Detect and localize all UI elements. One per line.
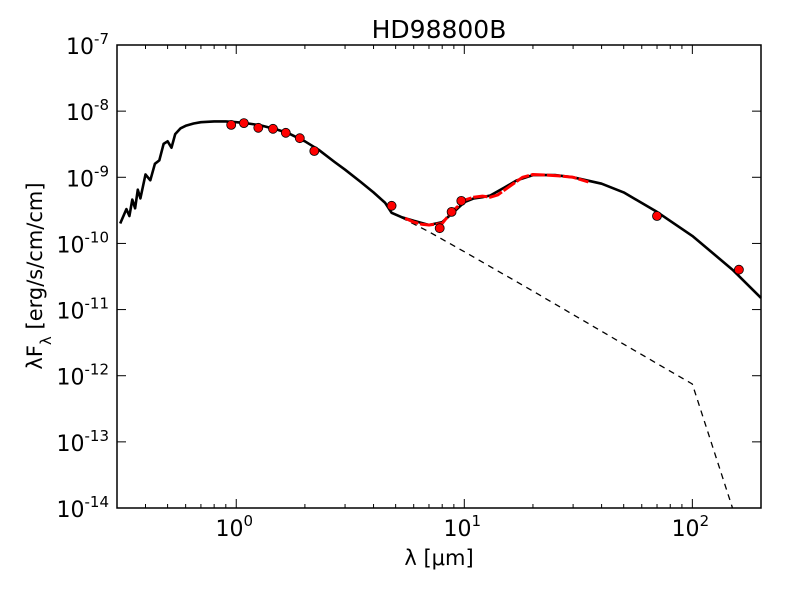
x-axis-label: λ [μm] [404, 546, 473, 570]
y-tick-label-5: 10-9 [66, 162, 109, 192]
y-tick-label-2-exponent: -12 [85, 361, 110, 379]
series-lines [119, 120, 762, 509]
y-tick-label-2: 10-12 [57, 361, 110, 391]
x-tick-label-2: 102 [672, 512, 710, 542]
x-tick-label-1-exponent: 1 [472, 512, 482, 530]
data-point-4 [280, 127, 291, 138]
data-point-1 [238, 118, 249, 128]
data-point-0 [226, 120, 237, 130]
series-line-1 [391, 212, 734, 509]
y-tick-label-7: 10-7 [66, 30, 109, 60]
data-point-8 [434, 223, 445, 234]
x-tick-label-0-exponent: 0 [243, 512, 253, 530]
series-line-2 [404, 173, 589, 227]
x-tick-label-2-exponent: 2 [700, 512, 710, 530]
y-tick-label-4-exponent: -10 [85, 228, 110, 246]
y-axis-label-subscript: λ [37, 336, 55, 345]
data-point-7 [386, 200, 397, 211]
data-point-6 [309, 146, 320, 156]
data-point-5 [294, 133, 305, 144]
y-tick-label-6-exponent: -8 [94, 96, 109, 114]
data-point-12 [734, 264, 744, 275]
x-tick-label-0: 100 [215, 512, 253, 542]
y-tick-label-0-exponent: -14 [85, 493, 110, 511]
x-tick-labels: 100 101 102 [215, 512, 709, 542]
y-tick-labels: 10-14 10-13 10-12 10-11 10-10 10-9 10-8 10-7 [57, 30, 110, 523]
y-tick-label-3-exponent: -11 [85, 295, 110, 313]
y-tick-label-3: 10-11 [57, 295, 110, 325]
y-tick-label-0: 10-14 [57, 493, 110, 523]
tick-marks [116, 44, 761, 509]
y-tick-label-1-exponent: -13 [85, 427, 110, 445]
data-point-3 [268, 123, 278, 134]
x-tick-label-1: 101 [444, 512, 482, 542]
data-point-11 [652, 211, 662, 221]
y-axis-label: λFλ [erg/s/cm/cm] [23, 182, 55, 369]
y-tick-label-5-exponent: -9 [94, 162, 109, 180]
y-tick-label-6: 10-8 [66, 96, 109, 126]
data-point-2 [253, 122, 264, 133]
y-tick-label-1: 10-13 [57, 427, 110, 457]
photometry-points [226, 118, 744, 275]
y-tick-label-4: 10-10 [57, 228, 110, 258]
data-point-10 [456, 195, 467, 206]
chart-title: HD98800B [372, 15, 507, 44]
data-point-9 [446, 206, 457, 217]
y-tick-label-7-exponent: -7 [94, 30, 109, 48]
plot-area [116, 44, 762, 509]
